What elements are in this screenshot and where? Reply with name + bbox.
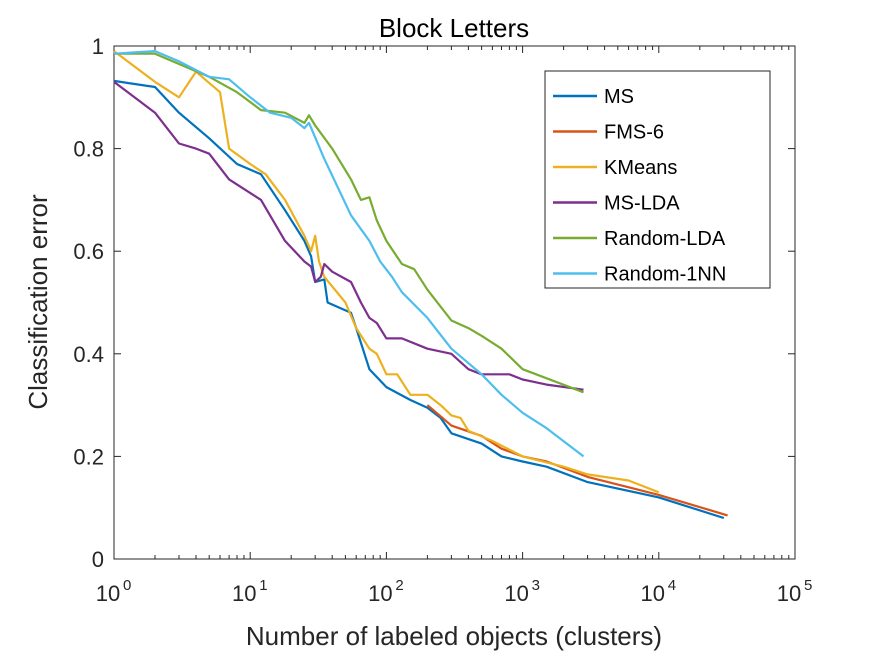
legend-label: Random-1NN bbox=[604, 264, 726, 286]
legend-label: FMS-6 bbox=[604, 122, 664, 144]
x-tick-label: 10 bbox=[232, 581, 256, 606]
x-tick-label: 10 bbox=[504, 581, 528, 606]
x-tick-label: 10 bbox=[641, 581, 665, 606]
legend: MS FMS-6 KMeans MS-LDA Random-LDA Random-1NN bbox=[544, 70, 771, 289]
x-tick-base: 10 bbox=[368, 581, 392, 606]
legend-box bbox=[544, 70, 771, 289]
x-tick-exponent: 4 bbox=[668, 577, 676, 594]
series-layer bbox=[113, 49, 728, 520]
y-tick-label: 0.8 bbox=[73, 137, 104, 162]
y-axis-label: Classification error bbox=[23, 194, 53, 410]
x-tick-exponent: 3 bbox=[532, 577, 540, 594]
x-tick-exponent: 5 bbox=[804, 577, 812, 594]
series-line-kmeans bbox=[113, 50, 660, 494]
x-tick-exponent: 2 bbox=[395, 577, 403, 594]
x-tick-exponent: 1 bbox=[259, 577, 267, 594]
x-tick-base: 10 bbox=[641, 581, 665, 606]
x-tick-label: 10 bbox=[777, 581, 801, 606]
x-tick-base: 10 bbox=[777, 581, 801, 606]
legend-label: MS bbox=[604, 86, 634, 108]
x-axis-label: Number of labeled objects (clusters) bbox=[246, 621, 662, 651]
x-tick-label: 10 bbox=[368, 581, 392, 606]
y-tick-label: 0.2 bbox=[73, 444, 104, 469]
y-tick-label: 0.6 bbox=[73, 239, 104, 264]
legend-label: MS-LDA bbox=[604, 193, 680, 215]
x-tick-base: 10 bbox=[232, 581, 256, 606]
series-line-random-lda bbox=[114, 52, 584, 394]
x-tick-exponent: 0 bbox=[123, 577, 131, 594]
x-tick-label: 10 bbox=[96, 581, 120, 606]
legend-label: Random-LDA bbox=[604, 228, 726, 250]
y-tick-label: 0.4 bbox=[73, 342, 104, 367]
series-line-random-1nn bbox=[113, 49, 585, 458]
chart-title: Block Letters bbox=[379, 13, 529, 43]
x-tick-base: 10 bbox=[504, 581, 528, 606]
x-tick-base: 10 bbox=[96, 581, 120, 606]
legend-label: KMeans bbox=[604, 157, 677, 179]
y-tick-label: 0 bbox=[92, 547, 104, 572]
y-tick-label: 1 bbox=[92, 34, 104, 59]
series-line-ms-lda bbox=[113, 81, 584, 391]
